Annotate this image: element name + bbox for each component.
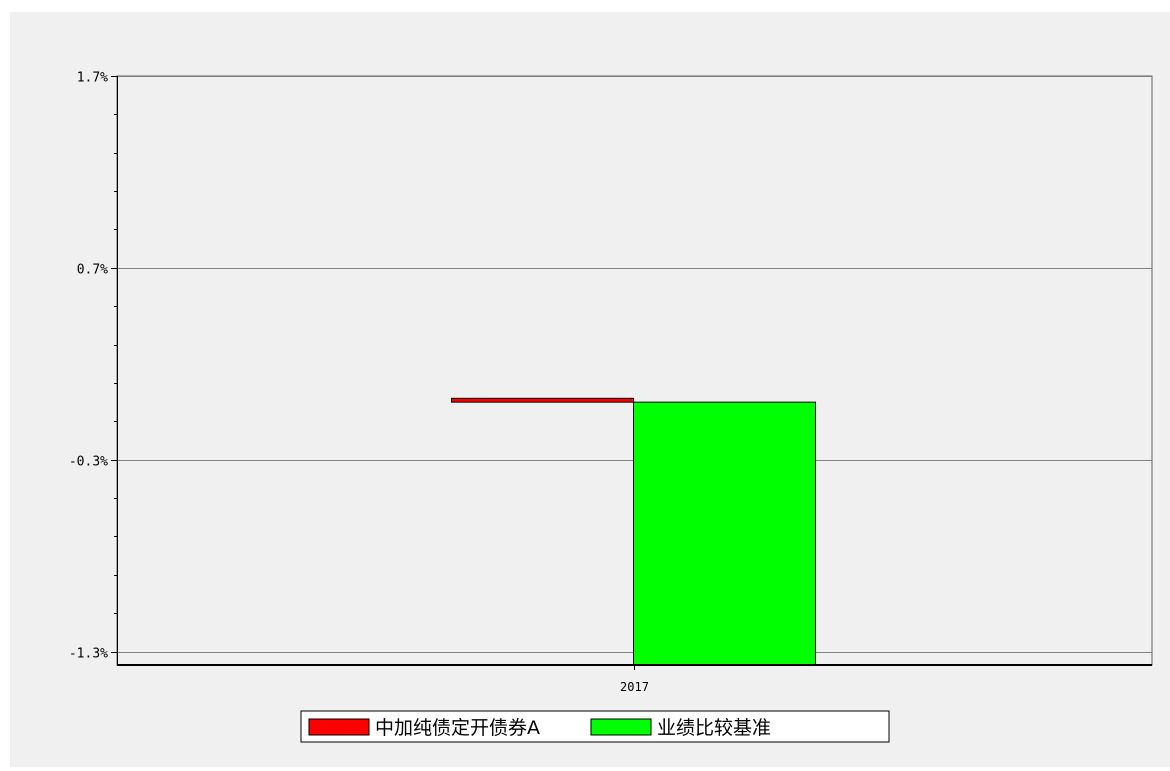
- bar: [633, 401, 816, 666]
- legend-label: 中加纯债定开债券A: [375, 717, 540, 739]
- y-tick-label: 0.7%: [77, 263, 108, 278]
- legend-label: 业绩比较基准: [657, 717, 771, 739]
- bar: [451, 397, 634, 403]
- bars: [451, 397, 816, 666]
- legend: 中加纯债定开债券A 业绩比较基准: [300, 710, 890, 743]
- y-tick-label: -0.3%: [69, 455, 108, 470]
- y-tick-label: -1.3%: [69, 647, 108, 662]
- axes: 1.7% 0.7% -0.3% -1.3% 2017: [69, 71, 1152, 694]
- legend-swatch: [590, 718, 652, 736]
- y-tick-label: 1.7%: [77, 71, 108, 86]
- x-tick-label: 2017: [620, 680, 649, 694]
- legend-swatch: [308, 718, 370, 736]
